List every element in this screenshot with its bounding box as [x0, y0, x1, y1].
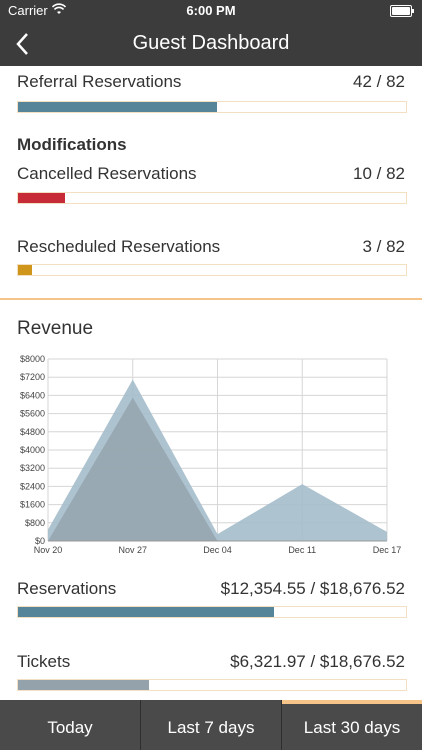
tickets-revenue-bar [17, 679, 407, 691]
carrier-label: Carrier [8, 3, 48, 18]
x-tick-label: Dec 11 [288, 545, 316, 554]
back-chevron-icon[interactable] [10, 30, 38, 58]
y-tick-label: $6400 [20, 390, 45, 400]
rescheduled-progress-bar [17, 264, 407, 276]
rescheduled-label: Rescheduled Reservations [17, 237, 221, 256]
tickets-revenue-value: $6,321.97 / $18,676.52 [230, 652, 405, 671]
y-tick-label: $0 [35, 536, 45, 546]
y-tick-label: $3200 [20, 463, 45, 473]
tab-last-30-days[interactable]: Last 30 days [282, 700, 422, 750]
cancelled-progress-bar [17, 192, 407, 204]
tab-last-30-days-label: Last 30 days [303, 718, 401, 737]
reservations-revenue-bar [17, 606, 407, 618]
y-tick-label: $1600 [20, 500, 45, 510]
rescheduled-progress-fill [18, 265, 33, 275]
cancelled-progress-fill [18, 193, 66, 203]
wifi-icon [52, 3, 66, 14]
cancelled-label: Cancelled Reservations [17, 164, 197, 183]
y-tick-label: $800 [25, 518, 45, 528]
tickets-revenue-metric: Tickets $6,321.97 / $18,676.52 [17, 650, 407, 694]
battery-icon [390, 5, 414, 17]
time-range-tab-bar: Today Last 7 days Last 30 days [0, 700, 422, 750]
page-title: Guest Dashboard [132, 32, 290, 54]
tickets-revenue-fill [18, 680, 150, 690]
status-bar: Carrier 6:00 PM [0, 0, 422, 22]
x-tick-label: Dec 04 [203, 545, 232, 554]
modifications-heading: Modifications [17, 135, 127, 154]
tab-last-7-days-label: Last 7 days [167, 718, 255, 737]
referral-progress-fill [18, 102, 217, 112]
revenue-heading: Revenue [17, 318, 94, 339]
reservations-revenue-label: Reservations [17, 579, 117, 598]
x-tick-label: Dec 17 [373, 545, 402, 554]
y-tick-label: $4800 [20, 427, 45, 437]
reservations-revenue-metric: Reservations $12,354.55 / $18,676.52 [17, 576, 407, 620]
referral-progress-bar [17, 101, 407, 113]
tickets-revenue-label: Tickets [17, 652, 71, 671]
referral-label: Referral Reservations [17, 72, 182, 91]
reservations-revenue-fill [18, 607, 275, 617]
cancelled-metric: Cancelled Reservations 10 / 82 [17, 162, 407, 204]
rescheduled-metric: Rescheduled Reservations 3 / 82 [17, 235, 407, 276]
referral-metric: Referral Reservations 42 / 82 [17, 70, 407, 113]
clock: 6:00 PM [186, 3, 236, 18]
rescheduled-value: 3 / 82 [362, 237, 405, 256]
dashboard-content[interactable]: Referral Reservations 42 / 82 Modificati… [0, 66, 422, 700]
section-divider [0, 298, 422, 300]
x-tick-label: Nov 27 [118, 545, 147, 554]
y-tick-label: $7200 [20, 372, 45, 382]
revenue-area-series [48, 397, 387, 541]
cancelled-value: 10 / 82 [353, 164, 405, 183]
nav-bar: Guest Dashboard [0, 22, 422, 66]
referral-value: 42 / 82 [353, 72, 405, 91]
y-tick-label: $5600 [20, 409, 45, 419]
active-tab-indicator [282, 700, 422, 704]
y-tick-label: $8000 [20, 354, 45, 364]
y-tick-label: $4000 [20, 445, 45, 455]
tab-last-7-days[interactable]: Last 7 days [141, 700, 282, 750]
tab-today[interactable]: Today [0, 700, 141, 750]
reservations-revenue-value: $12,354.55 / $18,676.52 [220, 579, 405, 598]
x-tick-label: Nov 20 [34, 545, 63, 554]
y-tick-label: $2400 [20, 481, 45, 491]
revenue-chart: $0 $800 $1600 $2400 $3200 $4000 $4800 $5600 $640… [20, 354, 402, 554]
tab-today-label: Today [47, 718, 93, 737]
